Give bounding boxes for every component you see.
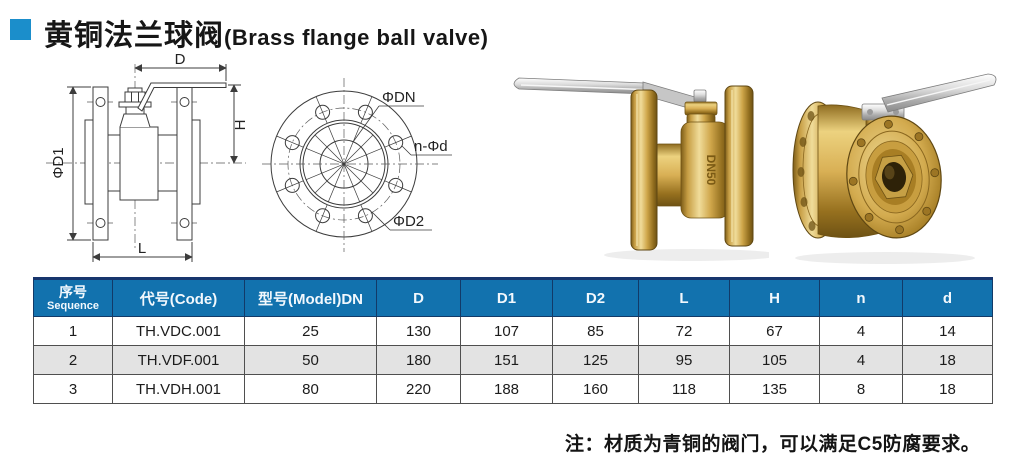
cell-sequence: 1 bbox=[33, 316, 113, 346]
label-n-d: n-Φd bbox=[414, 138, 448, 155]
bolt-hole bbox=[95, 97, 106, 107]
left-flange-disc bbox=[630, 89, 658, 251]
table-row: 2 TH.VDF.001 50 180 151 125 95 105 4 18 bbox=[33, 345, 993, 375]
label-dn: ΦDN bbox=[382, 89, 416, 106]
brass-valve-side-photo: DN50 bbox=[513, 77, 769, 261]
cell-d1: 107 bbox=[460, 316, 553, 346]
cast-marking: DN50 bbox=[704, 155, 718, 186]
material-note: 注：材质为青铜的阀门，可以满足C5防腐要求。 bbox=[565, 434, 981, 455]
cell-model: 80 bbox=[244, 374, 377, 404]
cell-d: 130 bbox=[376, 316, 461, 346]
front-flange-face bbox=[846, 115, 942, 239]
cell-d: 220 bbox=[376, 374, 461, 404]
cell-d-small: 14 bbox=[902, 316, 993, 346]
col-header-l: L bbox=[638, 277, 730, 317]
page-title-zh: 黄铜法兰球阀 bbox=[44, 20, 225, 52]
cell-d2: 125 bbox=[552, 345, 639, 375]
cell-d1: 188 bbox=[460, 374, 553, 404]
col-header-sequence: 序号 Sequence bbox=[33, 277, 113, 317]
handle-outline bbox=[137, 82, 227, 112]
cell-n: 4 bbox=[819, 345, 903, 375]
left-flange bbox=[92, 86, 109, 241]
col-header-code: 代号(Code) bbox=[112, 277, 245, 317]
valve-front-view-drawing: ΦDN n-Φd ΦD2 bbox=[262, 78, 452, 252]
cell-n: 8 bbox=[819, 374, 903, 404]
col-header-h: H bbox=[729, 277, 820, 317]
col-header-sequence-en: Sequence bbox=[47, 299, 99, 312]
col-header-d: D bbox=[376, 277, 461, 317]
title-bullet-square bbox=[10, 19, 31, 40]
cell-d1: 151 bbox=[460, 345, 553, 375]
table-row: 1 TH.VDC.001 25 130 107 85 72 67 4 14 bbox=[33, 316, 993, 346]
valve-handle bbox=[513, 77, 646, 95]
right-flange bbox=[176, 86, 193, 241]
cell-sequence: 2 bbox=[33, 345, 113, 375]
cell-code: TH.VDF.001 bbox=[112, 345, 245, 375]
col-header-d1: D1 bbox=[460, 277, 553, 317]
cell-l: 72 bbox=[638, 316, 730, 346]
cell-d: 180 bbox=[376, 345, 461, 375]
label-d2: ΦD2 bbox=[393, 213, 424, 230]
cell-d2: 160 bbox=[552, 374, 639, 404]
cell-code: TH.VDC.001 bbox=[112, 316, 245, 346]
right-flange-disc bbox=[724, 85, 754, 247]
bonnet bbox=[119, 113, 151, 128]
cell-d-small: 18 bbox=[902, 345, 993, 375]
cell-model: 50 bbox=[244, 345, 377, 375]
spec-table-header: 序号 Sequence 代号(Code) 型号(Model)DN D D1 D2… bbox=[33, 277, 993, 317]
col-header-n: n bbox=[819, 277, 903, 317]
cell-l: 95 bbox=[638, 345, 730, 375]
cell-code: TH.VDH.001 bbox=[112, 374, 245, 404]
dim-label-d1: ΦD1 bbox=[50, 147, 67, 178]
valve-body bbox=[119, 126, 159, 201]
col-header-d-small: d bbox=[902, 277, 993, 317]
cell-h: 135 bbox=[729, 374, 820, 404]
cell-d2: 85 bbox=[552, 316, 639, 346]
dim-label-l: L bbox=[138, 240, 146, 257]
cell-n: 4 bbox=[819, 316, 903, 346]
cell-model: 25 bbox=[244, 316, 377, 346]
col-header-d2: D2 bbox=[552, 277, 639, 317]
page-title-en: (Brass flange ball valve) bbox=[224, 25, 489, 50]
cell-d-small: 18 bbox=[902, 374, 993, 404]
cell-h: 67 bbox=[729, 316, 820, 346]
table-row: 3 TH.VDH.001 80 220 188 160 118 135 8 18 bbox=[33, 374, 993, 404]
brass-valve-angle-photo bbox=[792, 73, 997, 264]
cell-sequence: 3 bbox=[33, 374, 113, 404]
dim-label-h: H bbox=[232, 120, 249, 131]
bolt-holes bbox=[284, 104, 404, 224]
page-header: 黄铜法兰球阀(Brass flange ball valve) bbox=[10, 12, 488, 54]
valve-side-view-drawing: D H ΦD1 L bbox=[46, 51, 249, 262]
spec-table: 序号 Sequence 代号(Code) 型号(Model)DN D D1 D2… bbox=[33, 277, 993, 404]
cell-l: 118 bbox=[638, 374, 730, 404]
cell-h: 105 bbox=[729, 345, 820, 375]
page-title: 黄铜法兰球阀(Brass flange ball valve) bbox=[44, 12, 488, 54]
dim-label-d: D bbox=[175, 51, 186, 68]
col-header-model-dn: 型号(Model)DN bbox=[244, 277, 377, 317]
stem-bolt bbox=[693, 89, 707, 103]
col-header-sequence-zh: 序号 bbox=[59, 283, 87, 300]
